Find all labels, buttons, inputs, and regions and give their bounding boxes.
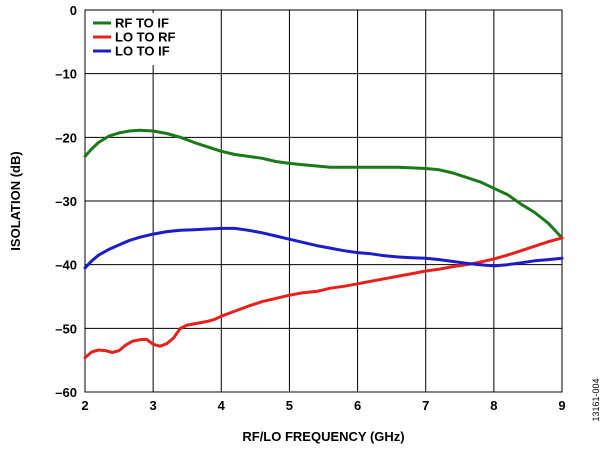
x-tick-label: 5 [286,398,293,413]
x-tick-label: 7 [422,398,429,413]
x-tick-label: 8 [490,398,497,413]
y-tick-label: –50 [55,321,77,336]
y-axis-ticks: 0 –10 –20 –30 –40 –50 –60 [55,3,77,400]
y-tick-label: 0 [70,3,77,18]
figure-id: 13161-004 [591,378,601,421]
series-line-lo-to-if [83,226,564,270]
x-axis-label: RF/LO FREQUENCY (GHz) [242,429,404,444]
series-line-rf-to-if [83,128,564,240]
legend-label: LO TO IF [115,44,170,59]
y-tick-label: –40 [55,258,77,273]
x-tick-label: 3 [150,398,157,413]
x-tick-label: 9 [558,398,565,413]
x-tick-label: 4 [218,398,226,413]
series-layer [83,128,564,360]
series-line-lo-to-rf [83,236,564,360]
y-tick-label: –60 [55,385,77,400]
x-tick-label: 2 [81,398,88,413]
y-tick-label: –30 [55,194,77,209]
y-tick-label: –20 [55,130,77,145]
x-tick-label: 6 [354,398,361,413]
legend-label: LO TO RF [115,30,175,45]
x-axis-ticks: 2 3 4 5 6 7 8 9 [81,398,565,413]
grid [85,10,562,392]
y-axis-label: ISOLATION (dB) [8,151,23,250]
y-tick-label: –10 [55,67,77,82]
plot-frame [84,9,563,393]
legend-label: RF TO IF [115,16,169,31]
